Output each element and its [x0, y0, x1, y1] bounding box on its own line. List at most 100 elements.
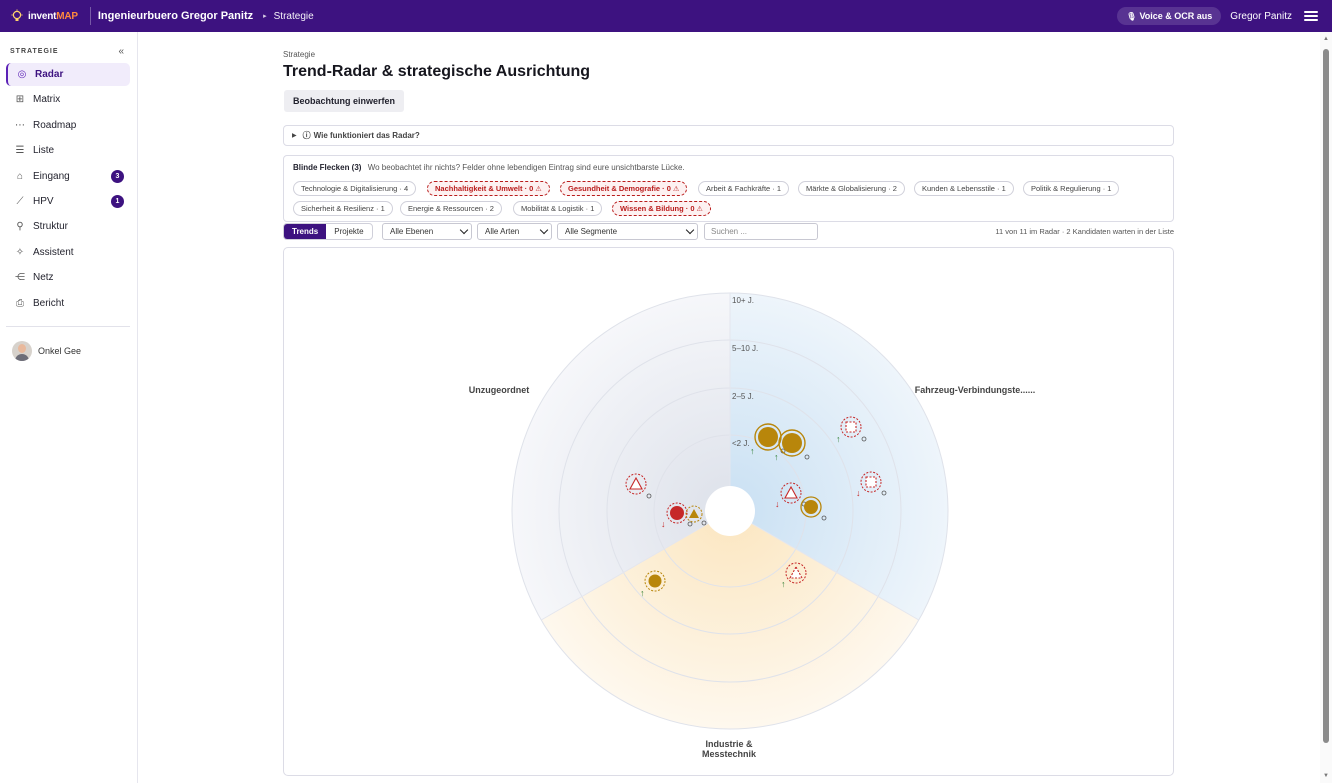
divider [89, 7, 91, 25]
blip-candidate[interactable] [625, 473, 652, 499]
sidebar-item-report[interactable]: ⎙ Bericht [6, 292, 130, 315]
howto-disclosure[interactable]: ▶ ⓘ Wie funktioniert das Radar? [283, 125, 1174, 146]
network-icon: ⋲ [15, 272, 25, 284]
scrollbar[interactable]: ▲ ▼ [1320, 32, 1332, 783]
main-content: Strategie Trend-Radar & strategische Aus… [139, 32, 1320, 783]
sidebar-user[interactable]: Onkel Gee [12, 340, 137, 361]
blip-candidate[interactable]: ↑ [836, 416, 867, 444]
sector-label-industry: Industrie & Messtechnik [702, 739, 757, 759]
add-observation-button[interactable]: Beobachtung einwerfen [284, 90, 405, 112]
blip-trend[interactable]: ↑ [774, 429, 810, 462]
sidebar-item-radar[interactable]: ◎ Radar [6, 63, 130, 86]
blind-spot-chip[interactable]: Sicherheit & Resilienz · 1 [293, 201, 393, 216]
radar-blips: ↑ ↑ ↑ [625, 416, 887, 598]
blind-spot-chip[interactable]: Arbeit & Fachkräfte · 1 [698, 181, 790, 196]
tab-trends[interactable]: Trends [284, 224, 327, 239]
sidebar-item-list[interactable]: ☰ Liste [6, 139, 130, 162]
sidebar-item-label: Bericht [33, 297, 65, 309]
arrow-up-icon: ↑ [774, 452, 779, 462]
scroll-thumb[interactable] [1323, 49, 1329, 743]
sidebar-item-structure[interactable]: ⚲ Struktur [6, 215, 130, 238]
page-breadcrumb[interactable]: Strategie [283, 50, 316, 59]
blip-trend[interactable] [685, 505, 707, 526]
sector-unassigned [511, 293, 730, 620]
triangle-right-icon: ▶ [292, 133, 297, 139]
blind-spots-subtitle: Wo beobachtet ihr nichts? Felder ohne le… [367, 163, 685, 172]
segments-select[interactable]: Alle Segmente [557, 223, 698, 240]
roadmap-icon: ⋯ [15, 119, 25, 131]
tab-projects[interactable]: Projekte [334, 227, 364, 236]
page-title: Trend-Radar & strategische Ausrichtung [283, 63, 591, 80]
divider [6, 325, 130, 327]
voice-ocr-toggle[interactable]: 🎙 Voice & OCR aus [1117, 7, 1222, 25]
scroll-up-icon[interactable]: ▲ [1323, 36, 1329, 42]
arrow-up-icon: ↑ [836, 434, 841, 444]
blind-spots-title: Blinde Flecken (3) [293, 163, 362, 172]
blind-spot-chip[interactable]: Wissen & Bildung · 0 ⚠ [612, 201, 711, 216]
blind-spot-chip[interactable]: Märkte & Globalisierung · 2 [798, 181, 905, 196]
blind-spot-chip[interactable]: Gesundheit & Demografie · 0 ⚠ [560, 181, 688, 196]
logo-text: inventMAP [28, 10, 78, 22]
blip-candidate[interactable]: ↓ [856, 471, 887, 498]
radar-chart: 10+ J. 5–10 J. 2–5 J. <2 J. Unzugeordnet… [469, 292, 1036, 759]
chevron-down-icon [539, 225, 549, 235]
radar-icon: ◎ [17, 69, 27, 80]
blip-trend[interactable]: ↑ [640, 570, 666, 598]
arrow-up-icon: ↑ [750, 446, 755, 456]
count-badge: 3 [111, 169, 124, 183]
sector-label-vehicle: Fahrzeug-Verbindungste...... [915, 385, 1036, 395]
sidebar-item-inbox[interactable]: ⌂ Eingang 3 [6, 165, 130, 188]
arrow-up-icon: ↑ [781, 579, 786, 589]
sidebar-item-network[interactable]: ⋲ Netz [6, 266, 130, 289]
sidebar-item-assistant[interactable]: ✧ Assistent [6, 241, 130, 264]
arrow-down-icon: ↓ [775, 499, 780, 509]
app-logo[interactable]: inventMAP [10, 0, 78, 32]
collapse-icon[interactable]: « [118, 46, 124, 57]
blind-spot-chip[interactable]: Technologie & Digitalisierung · 4 [293, 181, 417, 196]
report-icon: ⎙ [16, 297, 24, 309]
ring-label-lt2: <2 J. [732, 439, 750, 448]
sidebar: STRATEGIE « ◎ Radar ⊞ Matrix ⋯ Roadmap ☰ Liste ⌂… [0, 32, 138, 783]
list-icon: ☰ [15, 145, 25, 157]
sidebar-item-matrix[interactable]: ⊞ Matrix [6, 88, 130, 111]
organization-name[interactable]: Ingenieurbuero Gregor Panitz [97, 10, 254, 22]
warning-icon: ⚠ [672, 185, 680, 193]
scroll-down-icon[interactable]: ▼ [1323, 773, 1329, 779]
sidebar-nav: ◎ Radar ⊞ Matrix ⋯ Roadmap ☰ Liste ⌂ Eingang 3 ⟋ HPV… [0, 63, 137, 315]
sidebar-item-label: Matrix [33, 94, 61, 106]
sidebar-item-hpv[interactable]: ⟋ HPV 1 [6, 190, 130, 213]
bulb-icon [11, 9, 23, 21]
sector-dividers [540, 293, 920, 621]
warning-icon: ⚠ [696, 205, 703, 213]
blind-spot-chip[interactable]: Kunden & Lebensstile · 1 [914, 181, 1014, 196]
blip-trend[interactable] [800, 496, 827, 521]
radar-count-status: 11 von 11 im Radar · 2 Kandidaten warten… [995, 227, 1174, 236]
structure-icon: ⚲ [16, 221, 24, 233]
sidebar-item-label: HPV [33, 195, 54, 207]
breadcrumb-current[interactable]: Strategie [273, 10, 314, 22]
kinds-select[interactable]: Alle Arten [477, 223, 552, 240]
search-input[interactable]: Suchen ... [704, 223, 818, 240]
sidebar-item-label: Struktur [33, 221, 69, 233]
sidebar-item-roadmap[interactable]: ⋯ Roadmap [6, 114, 130, 137]
blip-trend[interactable]: ↓ [661, 502, 693, 529]
levels-select[interactable]: Alle Ebenen [382, 223, 472, 240]
warning-icon: ⚠ [535, 185, 542, 193]
blip-candidate[interactable]: ↑ [781, 562, 807, 589]
hamburger-icon[interactable] [1304, 11, 1318, 21]
ring-label-5-10: 5–10 J. [732, 344, 758, 353]
sidebar-item-label: Liste [33, 145, 55, 157]
view-toggle: Trends Projekte [283, 223, 373, 240]
sector-vehicle-connectivity [730, 293, 949, 620]
blind-spot-chip[interactable]: Politik & Regulierung · 1 [1023, 181, 1120, 196]
chevron-down-icon [685, 225, 695, 235]
blind-spot-chip[interactable]: Mobilität & Logistik · 1 [513, 201, 603, 216]
user-name[interactable]: Gregor Panitz [1230, 10, 1292, 22]
matrix-icon: ⊞ [15, 94, 25, 106]
sidebar-item-label: Assistent [33, 246, 74, 258]
blind-spot-chip[interactable]: Nachhaltigkeit & Umwelt · 0 ⚠ [427, 181, 550, 196]
radar-center [705, 486, 755, 536]
count-badge: 1 [111, 194, 124, 208]
blind-spot-chip[interactable]: Energie & Ressourcen · 2 [400, 201, 502, 216]
top-bar: inventMAP Ingenieurbuero Gregor Panitz ▸… [0, 0, 1332, 32]
